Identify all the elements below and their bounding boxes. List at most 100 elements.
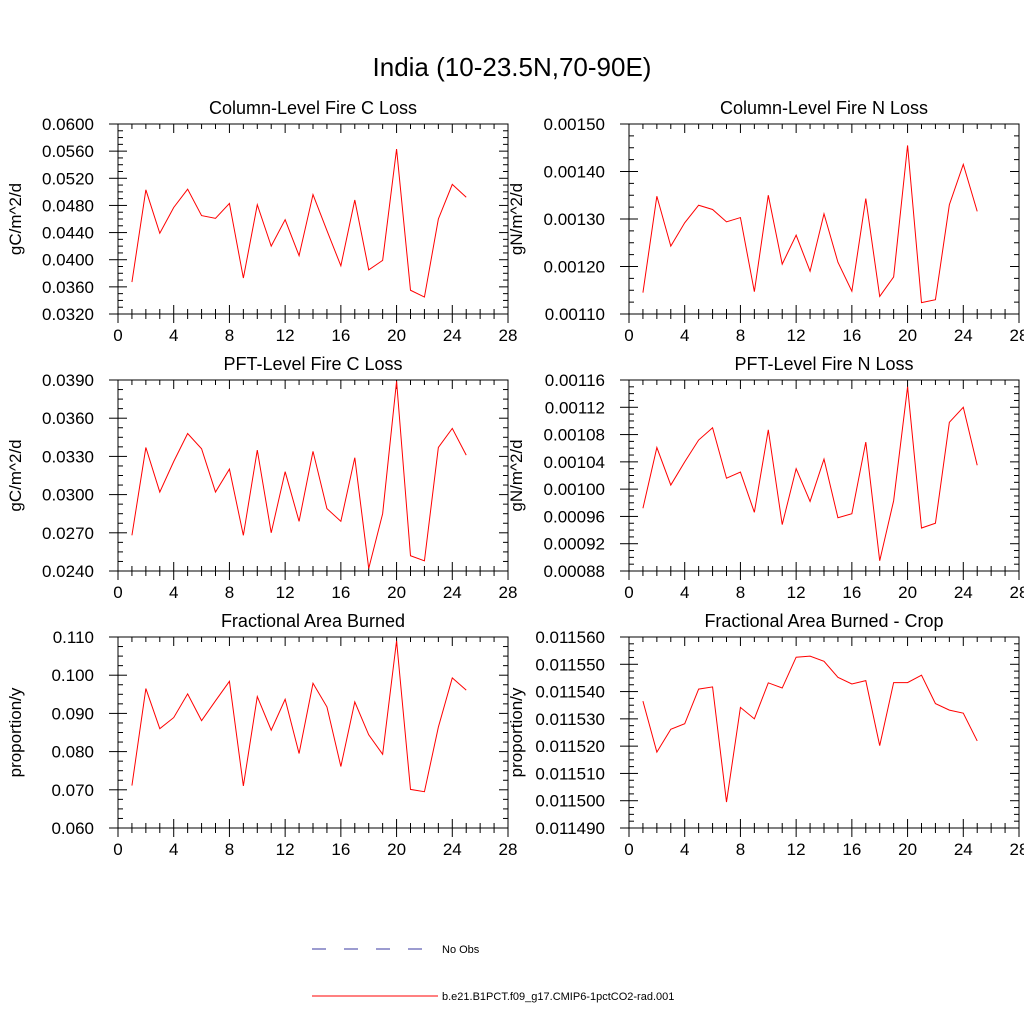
- plot-frame: [117, 636, 509, 829]
- x-tick-label: 20: [898, 583, 917, 602]
- y-tick-label: 0.011490: [535, 819, 605, 838]
- x-tick-label: 4: [680, 840, 689, 859]
- y-tick-label: 0.110: [53, 628, 94, 647]
- y-tick-label: 0.011540: [535, 683, 605, 702]
- y-axis-label: proportion/y: [507, 687, 526, 777]
- x-tick-label: 0: [624, 583, 633, 602]
- x-tick-label: 4: [169, 840, 178, 859]
- y-tick-label: 0.00116: [545, 371, 605, 390]
- panel-title: Column-Level Fire C Loss: [209, 98, 417, 118]
- y-tick-label: 0.00088: [544, 562, 605, 581]
- x-tick-label: 28: [1010, 840, 1024, 859]
- y-axis-label: proportion/y: [6, 687, 25, 777]
- legend-no-obs-label: No Obs: [442, 944, 480, 956]
- x-tick-label: 12: [787, 840, 806, 859]
- x-tick-label: 16: [842, 840, 861, 859]
- x-tick-label: 8: [736, 326, 745, 345]
- y-tick-label: 0.0600: [42, 115, 94, 134]
- x-tick-label: 0: [113, 840, 122, 859]
- x-tick-label: 16: [331, 840, 350, 859]
- y-tick-label: 0.011550: [535, 655, 605, 674]
- x-tick-label: 12: [787, 326, 806, 345]
- x-tick-label: 4: [169, 326, 178, 345]
- x-tick-label: 20: [898, 840, 917, 859]
- chart-panel-6: 0 4 8 12 16 20 24 28 0.011490 0.011500 0.011510 0.0…: [507, 611, 1024, 859]
- y-tick-label: 0.0360: [42, 409, 94, 428]
- x-tick-label: 12: [276, 840, 295, 859]
- y-tick-label: 0.00112: [545, 398, 605, 417]
- plot-frame: [628, 379, 1020, 572]
- y-tick-label: 0.011510: [535, 764, 605, 783]
- plot-frame: [117, 123, 509, 315]
- x-tick-label: 4: [169, 583, 178, 602]
- panel-title: Column-Level Fire N Loss: [720, 98, 928, 118]
- series-line: [131, 381, 467, 569]
- x-tick-label: 8: [225, 326, 234, 345]
- legend: No Obs b.e21.B1PCT.f09_g17.CMIP6-1pctCO2…: [312, 944, 674, 1003]
- y-tick-label: 0.0270: [42, 524, 94, 543]
- x-tick-label: 24: [954, 583, 973, 602]
- panel-title: PFT-Level Fire C Loss: [223, 354, 402, 374]
- x-tick-label: 28: [499, 583, 518, 602]
- x-tick-label: 0: [113, 326, 122, 345]
- y-tick-label: 0.00130: [544, 210, 605, 229]
- y-tick-label: 0.0360: [42, 278, 94, 297]
- y-axis-label: gN/m^2/d: [507, 439, 526, 511]
- x-tick-label: 4: [680, 326, 689, 345]
- y-tick-label: 0.0330: [42, 447, 94, 466]
- chart-panel-4: 0 4 8 12 16 20 24 28 0.00088 0.00092 0.00096 0.0010…: [507, 354, 1024, 602]
- chart-panel-2: 0 4 8 12 16 20 24 28 0.00110 0.00120 0.00130 0.0014…: [507, 98, 1024, 345]
- chart-panel-3: 0 4 8 12 16 20 24 28 0.0240 0.0270 0.0300 0.0330 0.0…: [6, 354, 517, 602]
- chart-panel-1: 0 4 8 12 16 20 24 28 0.0320 0.0360 0.0400 0.0440 0.0…: [6, 98, 517, 345]
- x-tick-label: 12: [276, 326, 295, 345]
- y-tick-label: 0.0440: [42, 224, 94, 243]
- x-tick-label: 24: [954, 326, 973, 345]
- x-tick-label: 24: [443, 326, 462, 345]
- x-tick-label: 0: [113, 583, 122, 602]
- y-tick-label: 0.0560: [42, 142, 94, 161]
- x-tick-label: 20: [387, 326, 406, 345]
- panel-title: Fractional Area Burned: [221, 611, 405, 631]
- x-tick-label: 28: [499, 840, 518, 859]
- series-line: [642, 386, 978, 561]
- series-line: [131, 149, 467, 298]
- y-axis-label: gN/m^2/d: [507, 183, 526, 255]
- y-axis-label: gC/m^2/d: [6, 183, 25, 255]
- figure-title: India (10-23.5N,70-90E): [373, 52, 652, 82]
- panel-title: PFT-Level Fire N Loss: [734, 354, 913, 374]
- y-tick-label: 0.00092: [544, 535, 605, 554]
- y-tick-label: 0.011500: [535, 792, 605, 811]
- y-axis-label: gC/m^2/d: [6, 439, 25, 511]
- x-tick-label: 20: [387, 583, 406, 602]
- y-tick-label: 0.011530: [535, 710, 605, 729]
- x-tick-label: 24: [443, 583, 462, 602]
- y-tick-label: 0.0400: [42, 251, 94, 270]
- series-line: [131, 640, 467, 793]
- y-tick-label: 0.00108: [544, 426, 605, 445]
- x-tick-label: 12: [787, 583, 806, 602]
- x-tick-label: 16: [842, 583, 861, 602]
- y-tick-label: 0.00110: [545, 305, 605, 324]
- x-tick-label: 8: [225, 840, 234, 859]
- y-tick-label: 0.070: [51, 781, 94, 800]
- y-tick-label: 0.0320: [42, 305, 94, 324]
- x-tick-label: 8: [736, 583, 745, 602]
- y-tick-label: 0.080: [51, 743, 94, 762]
- y-tick-label: 0.00150: [544, 115, 605, 134]
- y-tick-label: 0.0390: [42, 371, 94, 390]
- panel-title: Fractional Area Burned - Crop: [704, 611, 943, 631]
- chart-panel-5: 0 4 8 12 16 20 24 28 0.060 0.070 0.080 0.090 0.100 0.…: [6, 611, 517, 859]
- y-tick-label: 0.00104: [544, 453, 605, 472]
- y-tick-label: 0.011520: [535, 737, 605, 756]
- x-tick-label: 28: [1010, 326, 1024, 345]
- x-tick-label: 20: [898, 326, 917, 345]
- y-tick-label: 0.00096: [544, 507, 605, 526]
- x-tick-label: 24: [443, 840, 462, 859]
- series-line: [642, 145, 978, 304]
- plot-frame: [117, 379, 509, 572]
- y-tick-label: 0.00100: [544, 480, 605, 499]
- x-tick-label: 28: [499, 326, 518, 345]
- plot-frame: [628, 636, 1020, 829]
- x-tick-label: 4: [680, 583, 689, 602]
